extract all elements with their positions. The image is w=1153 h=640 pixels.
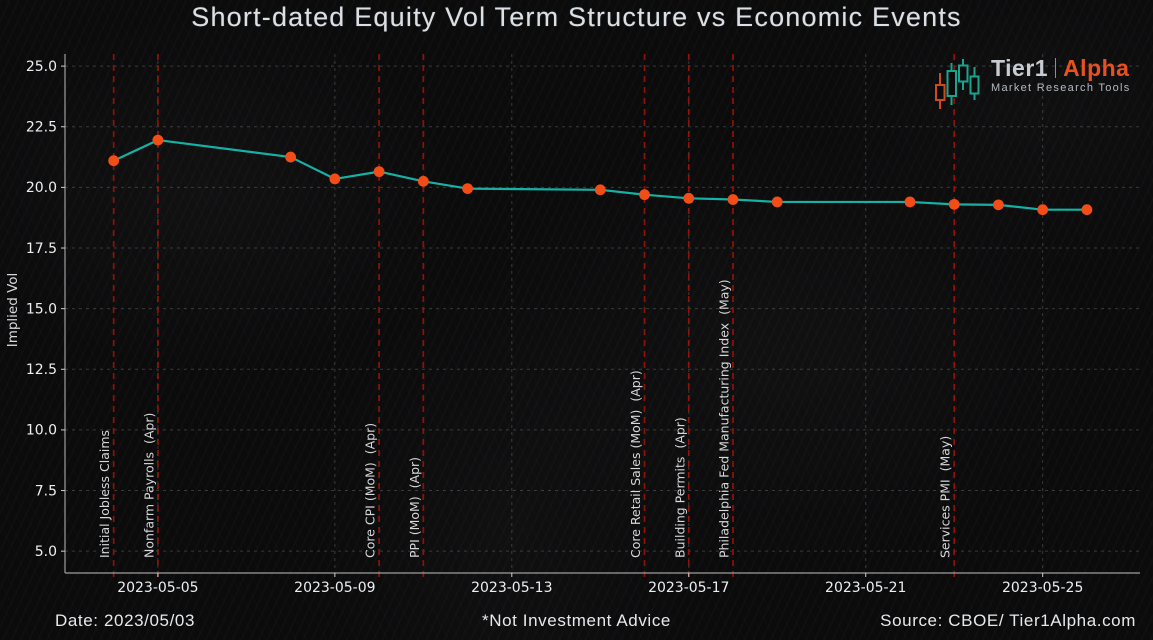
implied-vol-line — [112, 138, 1089, 211]
event-label: Core Retail Sales (MoM) (Apr) — [628, 370, 643, 558]
x-tick-label: 2023-05-05 — [117, 580, 198, 596]
data-point — [373, 166, 385, 178]
logo-text: Tier1 Alpha Market Research Tools — [991, 55, 1131, 94]
data-point — [727, 194, 739, 205]
data-point — [462, 183, 473, 195]
event-label: Nonfarm Payrolls (Apr) — [141, 413, 156, 558]
gridlines — [65, 54, 1140, 573]
data-point — [948, 198, 960, 210]
event-label: Philadelphia Fed Manufacturing Index (Ma… — [717, 279, 732, 558]
data-points — [108, 134, 1093, 216]
data-point — [329, 173, 341, 185]
data-point — [904, 196, 916, 208]
axis-ticks: 25.0 22.5 20.0 17.5 15.0 12.5 10.0 7.5 5.0 2023-0… — [26, 59, 1084, 596]
y-tick-label: 20.0 — [26, 180, 57, 196]
y-tick-label: 7.5 — [35, 483, 57, 499]
footer-date: Date: 2023/05/03 — [55, 611, 196, 630]
event-label: Services PMI (May) — [938, 436, 953, 558]
event-label: PPI (MoM) (Apr) — [407, 457, 422, 558]
logo-tagline: Market Research Tools — [991, 82, 1131, 94]
data-point — [771, 196, 783, 208]
logo-brand-tier1: Tier1 — [991, 55, 1049, 81]
candlestick-logo-icon — [935, 59, 980, 109]
y-tick-label: 5.0 — [35, 544, 57, 560]
y-axis-label: Implied Vol — [5, 273, 21, 348]
data-point — [639, 189, 650, 201]
y-tick-label: 25.0 — [26, 59, 57, 75]
data-point — [285, 151, 297, 163]
y-tick-label: 15.0 — [26, 301, 57, 317]
x-tick-label: 2023-05-21 — [825, 580, 906, 596]
data-point — [594, 184, 606, 196]
event-label: Initial Jobless Claims — [97, 430, 112, 558]
footer: Date: 2023/05/03 *Not Investment Advice … — [0, 605, 1153, 640]
y-tick-label: 10.0 — [26, 423, 57, 439]
x-tick-label: 2023-05-09 — [294, 580, 375, 596]
data-point — [1081, 204, 1093, 216]
y-tick-label: 12.5 — [26, 362, 57, 378]
x-tick-label: 2023-05-13 — [471, 580, 552, 596]
event-label: Core CPI (MoM) (Apr) — [363, 423, 378, 558]
x-tick-label: 2023-05-25 — [1002, 580, 1083, 596]
logo-brand-alpha: Alpha — [1063, 55, 1130, 81]
data-point — [152, 134, 164, 146]
data-point — [683, 192, 695, 204]
logo-brand: Tier1 Alpha — [991, 55, 1131, 81]
data-point — [417, 175, 429, 187]
footer-disclaimer: *Not Investment Advice — [482, 611, 671, 630]
event-markers: Initial Jobless Claims Nonfarm Payrolls (… — [97, 54, 956, 577]
y-tick-label: 17.5 — [26, 241, 57, 257]
data-point — [993, 199, 1004, 211]
tier1alpha-logo: Tier1 Alpha Market Research Tools — [926, 55, 1131, 111]
chart-title: Short-dated Equity Vol Term Structure vs… — [191, 2, 962, 32]
footer-source: Source: CBOE/ Tier1Alpha.com — [880, 611, 1136, 630]
event-label: Building Permits (Apr) — [672, 417, 687, 558]
y-tick-label: 22.5 — [26, 120, 57, 136]
x-tick-label: 2023-05-17 — [648, 580, 729, 596]
logo-divider — [1055, 58, 1057, 78]
data-point — [1037, 204, 1049, 216]
data-point — [108, 155, 120, 167]
